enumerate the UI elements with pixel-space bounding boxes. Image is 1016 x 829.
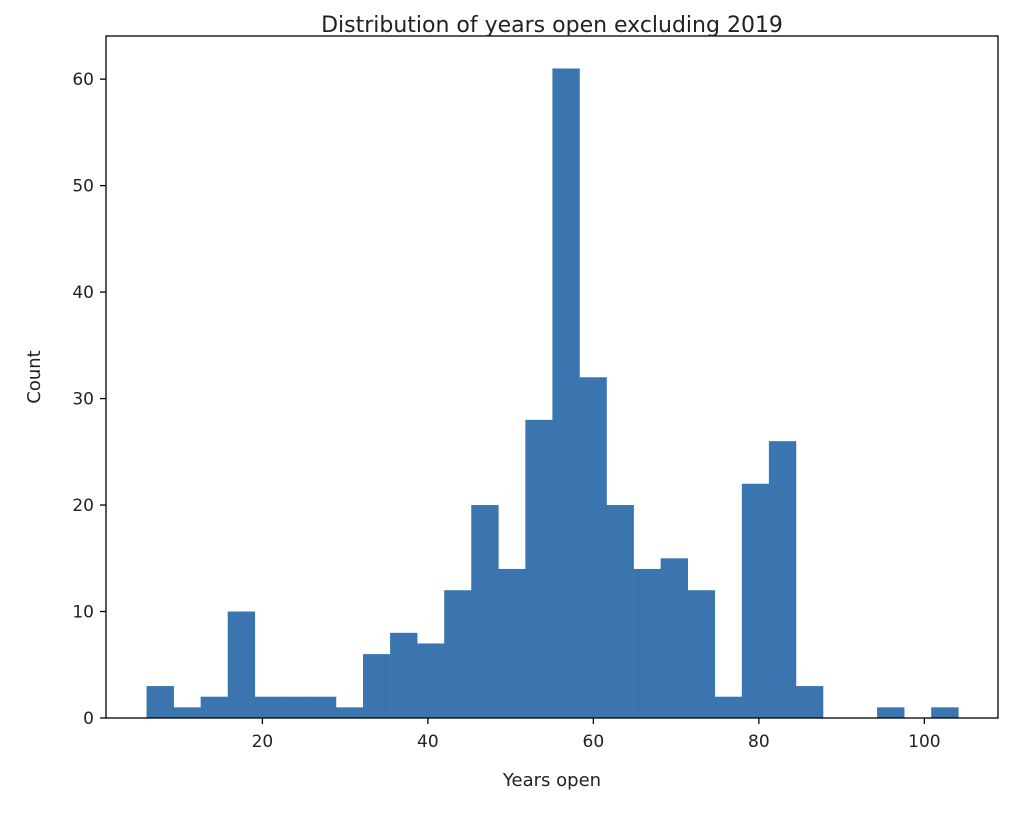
x-tick-label: 60 <box>583 732 605 752</box>
y-axis-label: Count <box>24 350 45 403</box>
y-tick-label: 30 <box>72 390 94 410</box>
histogram-bar <box>308 696 337 718</box>
histogram-bar <box>877 707 905 718</box>
bars-layer <box>146 68 959 719</box>
y-tick-label: 40 <box>72 283 94 303</box>
histogram-bar <box>768 441 797 718</box>
y-tick-label: 0 <box>83 709 94 729</box>
histogram-bar <box>417 643 445 718</box>
histogram-bar <box>227 611 256 718</box>
histogram-bar <box>173 707 201 718</box>
x-tick-label: 40 <box>417 732 439 752</box>
ticks-layer: 20 40 60 80 100 0 10 20 30 40 50 60 <box>72 70 940 752</box>
x-tick-label: 80 <box>748 732 770 752</box>
plot-frame <box>105 35 999 719</box>
histogram-bar <box>606 505 634 718</box>
histogram-bar <box>335 707 364 718</box>
x-tick-label: 20 <box>252 732 274 752</box>
histogram-bar <box>795 686 824 718</box>
histogram-bar <box>254 696 283 718</box>
histogram-bar <box>146 686 174 718</box>
histogram-bar <box>687 590 716 718</box>
histogram-bar <box>363 654 391 718</box>
x-tick-label: 100 <box>908 732 940 752</box>
histogram-bar <box>525 419 553 718</box>
histogram-bar <box>633 568 661 718</box>
histogram-bar <box>390 632 418 718</box>
x-axis-label: Years open <box>502 770 601 791</box>
histogram-bar <box>281 696 310 718</box>
histogram-bar <box>200 696 229 718</box>
histogram-bar <box>552 68 580 719</box>
histogram-bar <box>471 505 499 718</box>
y-tick-label: 10 <box>72 603 94 623</box>
histogram-bar <box>931 707 959 718</box>
y-tick-label: 20 <box>72 496 94 516</box>
y-tick-label: 60 <box>72 70 94 90</box>
chart-title: Distribution of years open excluding 201… <box>321 13 783 38</box>
histogram-bar <box>714 696 743 718</box>
histogram-bar <box>498 568 526 718</box>
histogram-bar <box>741 483 770 718</box>
histogram-bar <box>444 590 472 718</box>
histogram-bar <box>660 558 689 718</box>
histogram-bar <box>579 377 607 718</box>
y-tick-label: 50 <box>72 177 94 197</box>
